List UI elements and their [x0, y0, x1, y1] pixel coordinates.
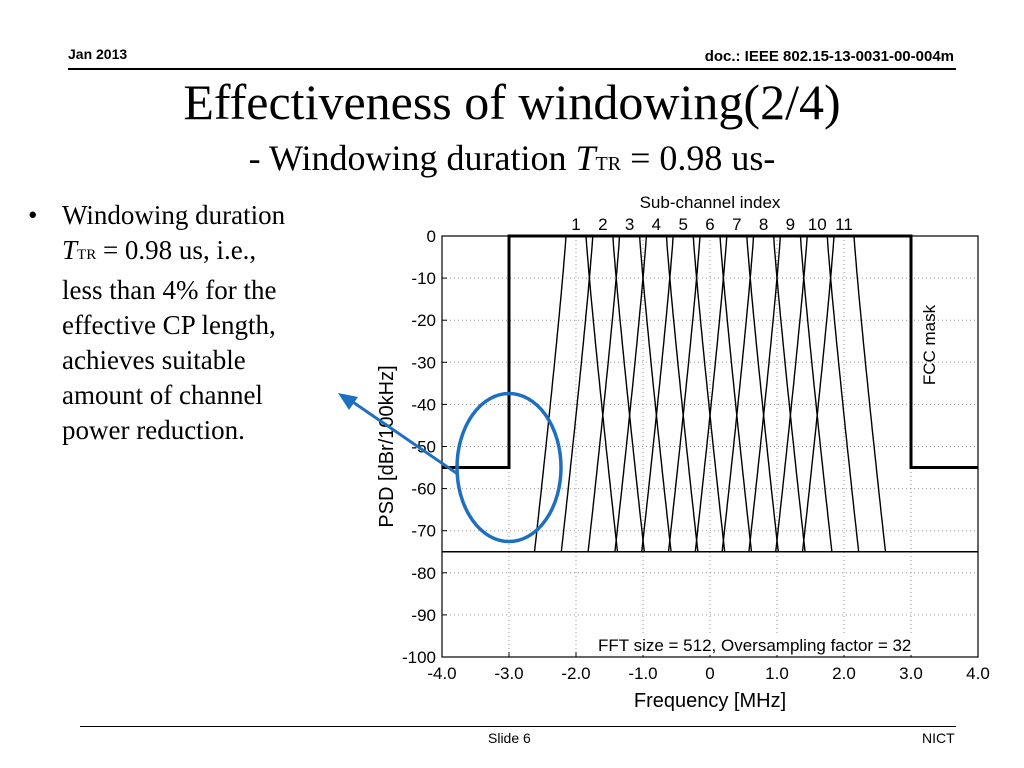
y-tick-label: -30	[411, 353, 436, 372]
subtitle-prefix: - Windowing duration	[248, 138, 576, 178]
y-tick-label: -70	[411, 522, 436, 541]
top-tick-label: 8	[759, 215, 768, 234]
footer-rule	[80, 726, 956, 727]
x-tick-label: 0	[705, 664, 714, 683]
y-tick-label: -40	[411, 395, 436, 414]
top-tick-label: 9	[786, 215, 795, 234]
header-rule	[68, 68, 956, 70]
x-tick-label: -4.0	[427, 664, 456, 683]
bullet-T: T	[62, 235, 78, 265]
y-tick-label: -60	[411, 480, 436, 499]
bullet-line-7: power reduction.	[62, 415, 245, 445]
y-tick-label: -20	[411, 311, 436, 330]
subtitle-suffix: = 0.98 us-	[621, 138, 776, 178]
bullet-TR: TR	[77, 247, 97, 263]
subtitle-TR: TR	[595, 153, 622, 175]
subchannel-curve-11	[442, 235, 978, 553]
y-tick-label: -90	[411, 606, 436, 625]
bullet-line-3: less than 4% for the	[62, 275, 277, 305]
x-tick-label: 3.0	[899, 664, 923, 683]
x-tick-label: -3.0	[494, 664, 523, 683]
header-date: Jan 2013	[68, 46, 128, 62]
top-tick-label: 4	[652, 215, 661, 234]
y-tick-label: -10	[411, 269, 436, 288]
highlight-ellipse	[455, 391, 563, 544]
grid-layer	[442, 236, 978, 657]
x-tick-label: 4.0	[966, 664, 990, 683]
footer-org: NICT	[922, 730, 955, 746]
header-doc-id: doc.: IEEE 802.15-13-0031-00-004m	[704, 48, 954, 65]
top-tick-label: 2	[598, 215, 607, 234]
top-tick-label: 5	[678, 215, 687, 234]
top-axis-label: Sub-channel index	[640, 193, 781, 212]
y-tick-label: -80	[411, 564, 436, 583]
bullet-line-5: achieves suitable	[62, 345, 246, 375]
bullet-line-4: effective CP length,	[62, 310, 276, 340]
highlight-arrow-shaft	[346, 396, 458, 475]
top-tick-label: 7	[732, 215, 741, 234]
y-tick-label: -100	[402, 648, 436, 667]
x-tick-label: 1.0	[765, 664, 789, 683]
highlight-arrow-head	[338, 393, 358, 410]
x-tick-label: -1.0	[628, 664, 657, 683]
x-tick-label: -2.0	[561, 664, 590, 683]
y-axis-label: PSD [dBr/100kHz]	[376, 365, 398, 527]
top-tick-label: 6	[705, 215, 714, 234]
annotation-text: FFT size = 512, Oversampling factor = 32	[598, 636, 911, 655]
x-tick-label: 2.0	[832, 664, 856, 683]
annotation-bg	[590, 633, 976, 655]
top-tick-label: 11	[835, 215, 853, 234]
overlay-layer: FFT size = 512, Oversampling factor = 32…	[338, 304, 976, 655]
bullet-line-1: Windowing duration	[62, 200, 286, 230]
top-tick-label: 1	[571, 215, 580, 234]
bullet-line-2-text: = 0.98 us, i.e.,	[102, 235, 257, 265]
x-axis-label: Frequency [MHz]	[634, 690, 786, 712]
y-tick-label: 0	[427, 227, 436, 246]
bullet-dot: •	[28, 200, 38, 230]
y-tick-label: -50	[411, 438, 436, 457]
axis-layer: -4.0 -3.0 -2.0 -1.0 0 1.0 2.0 3.0 4.0 0 -10 -20 -30 -…	[376, 193, 990, 712]
curve-layer	[442, 235, 978, 553]
top-tick-label: 3	[625, 215, 634, 234]
fcc-mask-label: FCC mask	[920, 304, 939, 385]
bullet-line-6: amount of channel	[62, 380, 263, 410]
subtitle-T: T	[575, 138, 596, 178]
top-tick-label: 10	[808, 215, 827, 234]
bullet-line-2: TTR = 0.98 us, i.e.,	[62, 233, 362, 273]
slide-subtitle: - Windowing duration TTR = 0.98 us-	[0, 136, 1024, 186]
slide-number: Slide 6	[488, 730, 531, 746]
slide-title: Effectiveness of windowing(2/4)	[183, 74, 841, 130]
